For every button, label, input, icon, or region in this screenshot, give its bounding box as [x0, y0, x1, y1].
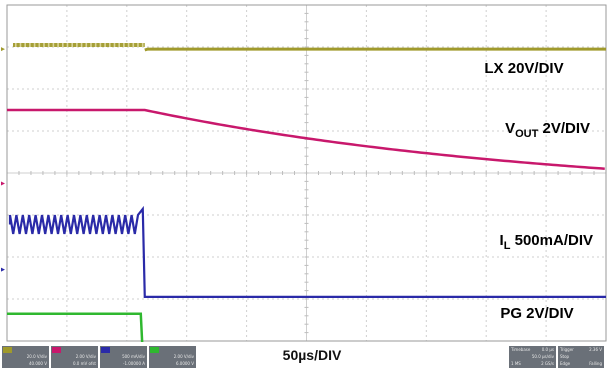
vout-label-sub: OUT: [515, 128, 539, 140]
channel-swatch: [52, 347, 61, 353]
lx-label-text: LX 20V/DIV: [484, 60, 563, 77]
pg-label-text: PG 2V/DIV: [500, 305, 573, 322]
lx-trace-stripe: [132, 43, 135, 47]
plot-frame: [6, 4, 607, 342]
channel-scale: 2.00 V/div: [174, 354, 195, 359]
trigger-title: Trigger: [559, 347, 574, 352]
lx-trace-stripe: [137, 43, 139, 47]
timebase-box: Timebase 0.0 µs 50.0 µs/div 1 MS 2 GS/s: [509, 346, 556, 368]
lx-trace-stripe: [90, 43, 92, 47]
ground-marker: [1, 47, 5, 52]
lx-trace-stripe: [141, 43, 144, 47]
lx-trace-stripe: [123, 43, 125, 47]
channel-box-bg: [2, 346, 49, 368]
channel-label-pg: PG 2V/DIV: [500, 305, 573, 322]
il-label-sub: L: [504, 240, 511, 252]
channel-info-boxes: 20.0 V/div 40.000 V 2.00 V/div 0.0 mV ofst 5…: [2, 346, 196, 368]
vout-trace: [7, 108, 605, 170]
lx-trace-stripe: [29, 43, 31, 47]
plot-grid: [6, 4, 607, 342]
il-label-main: I: [500, 232, 504, 249]
channel-box-bg: [51, 346, 98, 368]
lx-trace-stripe: [33, 43, 36, 47]
trigger-line3: Falling: [589, 361, 602, 366]
lx-trace-stripe: [113, 43, 116, 47]
il-trace: [8, 205, 606, 298]
lx-trace-stripe: [66, 43, 69, 47]
channel-swatch: [150, 347, 159, 353]
channel-box-bg: [149, 346, 196, 368]
lx-trace-stripe: [127, 43, 130, 47]
timebase-line3: 2 GS/s: [541, 361, 554, 366]
il-label-tail: 500mA/DIV: [510, 232, 593, 249]
lx-trace-stripe: [19, 43, 22, 47]
vout-label-tail: 2V/DIV: [538, 120, 590, 137]
lx-trace-stripe: [99, 43, 102, 47]
lx-trace-stripe: [61, 43, 64, 47]
lx-trace-line: [144, 47, 606, 52]
timebase-line2: 1 MS: [511, 361, 521, 366]
channel-scale: 500 mA/div: [122, 354, 146, 359]
lx-trace-stripe: [104, 43, 106, 47]
lx-trace-stripe: [76, 43, 78, 47]
lx-trace-stripe: [94, 43, 97, 47]
lx-trace-band: [12, 43, 145, 47]
channel-scale: 2.00 V/div: [76, 354, 97, 359]
channel-swatch: [101, 347, 110, 353]
trigger-value: 2.36 V: [589, 347, 602, 352]
lx-trace-stripe: [80, 43, 83, 47]
lx-trace-stripe: [47, 43, 50, 47]
timebase-label: 50µs/DIV: [283, 347, 342, 363]
timebase-line1: 50.0 µs/div: [532, 354, 555, 359]
lx-trace-stripe: [24, 43, 26, 47]
channel-label-il: IL 500mA/DIV: [500, 232, 593, 252]
lx-trace-stripe: [14, 43, 17, 47]
trigger-box-bg: [558, 346, 604, 368]
lx-trace-stripe: [118, 43, 120, 47]
timebase-value: 0.0 µs: [542, 347, 554, 352]
channel-offset: 0.0 mV ofst: [73, 361, 96, 366]
trigger-box: Trigger 2.36 V Stop Edge Falling: [558, 346, 604, 368]
channel-label-lx: LX 20V/DIV: [484, 60, 563, 77]
channel-box-bg: [100, 346, 147, 368]
channel-label-vout: VOUT 2V/DIV: [505, 120, 590, 140]
channel-offset: -1.00000 A: [123, 361, 145, 366]
lx-trace-stripe: [38, 43, 41, 47]
timebase-box-bg: [509, 346, 556, 368]
legend-labels: LX 20V/DIV VOUT 2V/DIV IL 500mA/DIV PG 2…: [484, 60, 593, 322]
channel-swatch: [3, 347, 12, 353]
channel-offset: 40.000 V: [29, 361, 47, 366]
channel-offset: 6.0000 V: [176, 361, 194, 366]
lx-trace-stripe: [52, 43, 55, 47]
ground-marker: [1, 267, 5, 272]
lx-trace-stripe: [108, 43, 111, 47]
lx-trace-stripe: [43, 43, 45, 47]
status-bar: 20.0 V/div 40.000 V 2.00 V/div 0.0 mV ofst 5…: [0, 342, 608, 371]
channel-scale: 20.0 V/div: [27, 354, 48, 359]
trigger-line2: Edge: [560, 361, 571, 366]
lx-trace-stripe: [71, 43, 73, 47]
trigger-line1: Stop: [560, 354, 570, 359]
lx-trace-stripe: [57, 43, 59, 47]
lx-trace-stripe: [85, 43, 88, 47]
ground-marker: [1, 181, 5, 186]
timebase-title: Timebase: [510, 347, 531, 352]
vout-label-main: V: [505, 120, 515, 137]
